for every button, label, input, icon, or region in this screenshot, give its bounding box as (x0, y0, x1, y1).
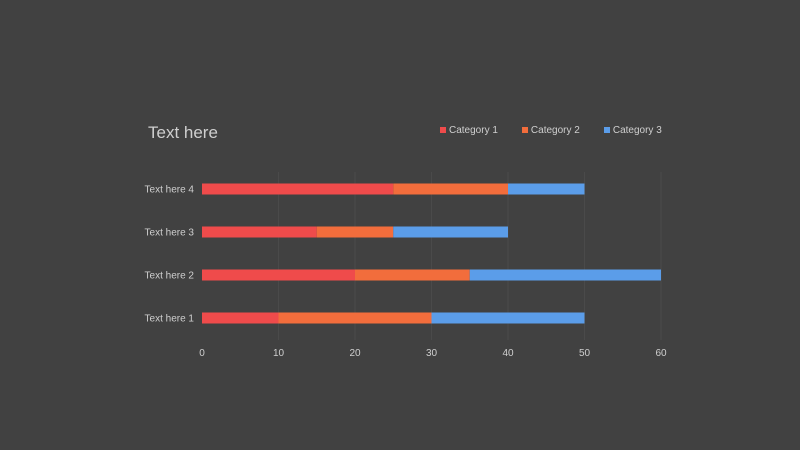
legend-swatch-category-1 (440, 127, 446, 133)
category-label-2: Text here 2 (145, 271, 195, 282)
chart-title: Text here (148, 123, 218, 142)
bar-2-series-3 (469, 269, 661, 281)
x-tick-label-4: 40 (502, 348, 514, 359)
bar-1-series-2 (278, 312, 432, 324)
bar-1-series-1 (202, 312, 279, 324)
bar-4-series-3 (508, 183, 585, 195)
bar-1-series-3 (431, 312, 585, 324)
bar-4-series-2 (393, 183, 508, 195)
legend-label-category-2: Category 2 (530, 124, 580, 136)
x-tick-label-5: 50 (579, 348, 591, 359)
x-tick-label-2: 20 (349, 348, 361, 359)
x-tick-label-1: 10 (273, 348, 285, 359)
bar-3-series-3 (393, 226, 508, 238)
bar-3-series-1 (202, 226, 317, 238)
bar-2-series-2 (355, 269, 470, 281)
legend-label-category-1: Category 1 (449, 124, 498, 136)
category-label-3: Text here 3 (145, 228, 195, 239)
x-tick-label-0: 0 (199, 348, 205, 359)
legend-swatch-category-2 (521, 127, 528, 133)
x-tick-label-3: 30 (426, 348, 438, 359)
bar-4-series-1 (202, 183, 394, 195)
bar-3-series-2 (316, 226, 394, 238)
category-label-1: Text here 1 (145, 314, 195, 325)
chart-legend: Category 1 Category 2 Category 3 (440, 123, 662, 137)
legend-swatch-category-3 (603, 127, 610, 133)
legend-item-category-2: Category 2 (521, 124, 580, 136)
legend-label-category-3: Category 3 (612, 124, 662, 136)
bar-2-series-1 (202, 269, 355, 281)
legend-item-category-3: Category 3 (603, 124, 662, 136)
x-tick-label-6: 60 (655, 348, 667, 359)
category-label-4: Text here 4 (145, 185, 195, 196)
legend-item-category-1: Category 1 (440, 125, 498, 136)
